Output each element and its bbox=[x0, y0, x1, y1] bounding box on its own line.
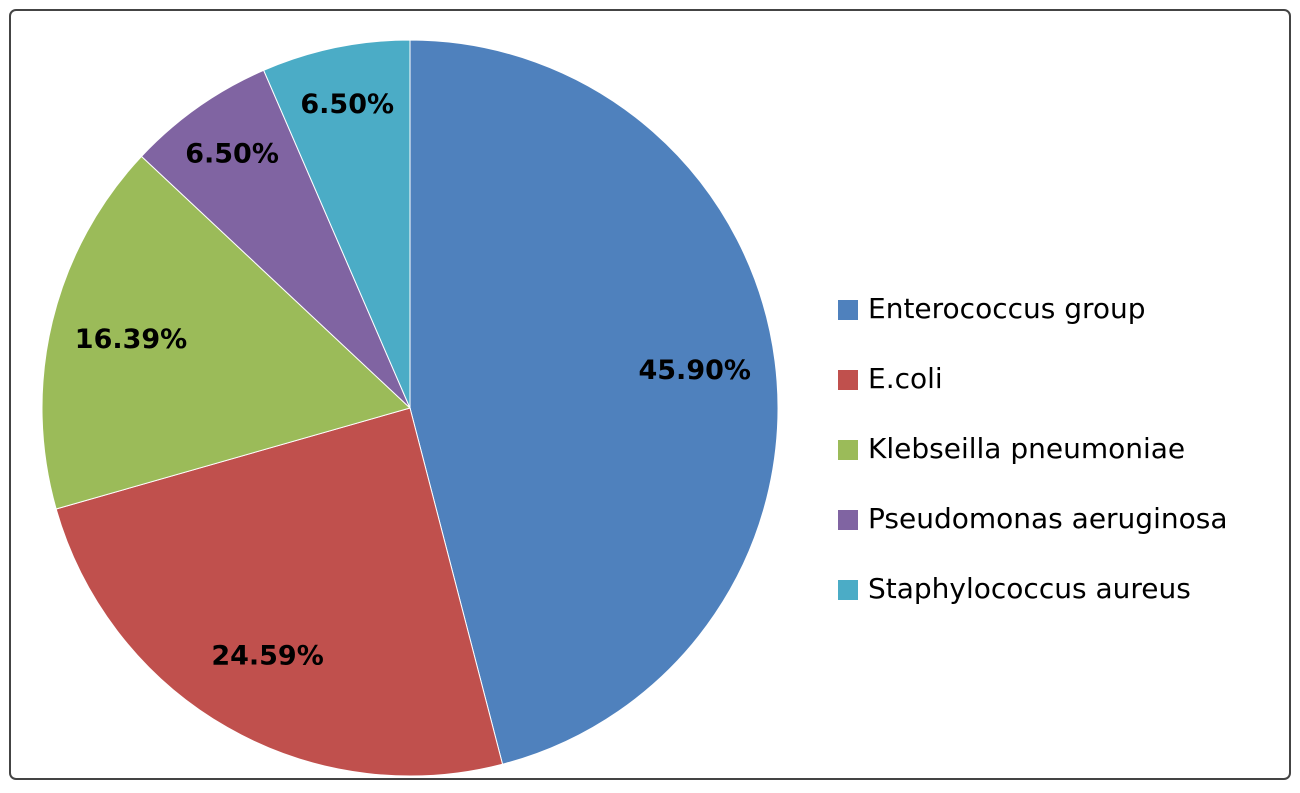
legend-swatch bbox=[838, 510, 858, 530]
legend-label: Pseudomonas aeruginosa bbox=[868, 502, 1227, 535]
pie-slice bbox=[409, 39, 779, 765]
legend-label: Klebseilla pneumoniae bbox=[868, 432, 1185, 465]
data-label: 45.90% bbox=[638, 355, 750, 386]
legend-swatch bbox=[838, 440, 858, 460]
legend-label: Enterococcus group bbox=[868, 292, 1146, 325]
data-label: 16.39% bbox=[75, 324, 187, 355]
legend-swatch bbox=[838, 300, 858, 320]
pie-slice bbox=[41, 155, 411, 510]
pie-slice bbox=[140, 69, 411, 409]
pie-slice bbox=[263, 39, 411, 409]
legend-swatch bbox=[838, 370, 858, 390]
legend-label: Staphylococcus aureus bbox=[868, 572, 1191, 605]
pie-slice bbox=[55, 407, 504, 777]
legend-swatch bbox=[838, 580, 858, 600]
data-label: 6.50% bbox=[185, 139, 279, 170]
data-label: 24.59% bbox=[211, 641, 323, 672]
legend-label: E.coli bbox=[868, 362, 943, 395]
data-label: 6.50% bbox=[300, 89, 394, 120]
